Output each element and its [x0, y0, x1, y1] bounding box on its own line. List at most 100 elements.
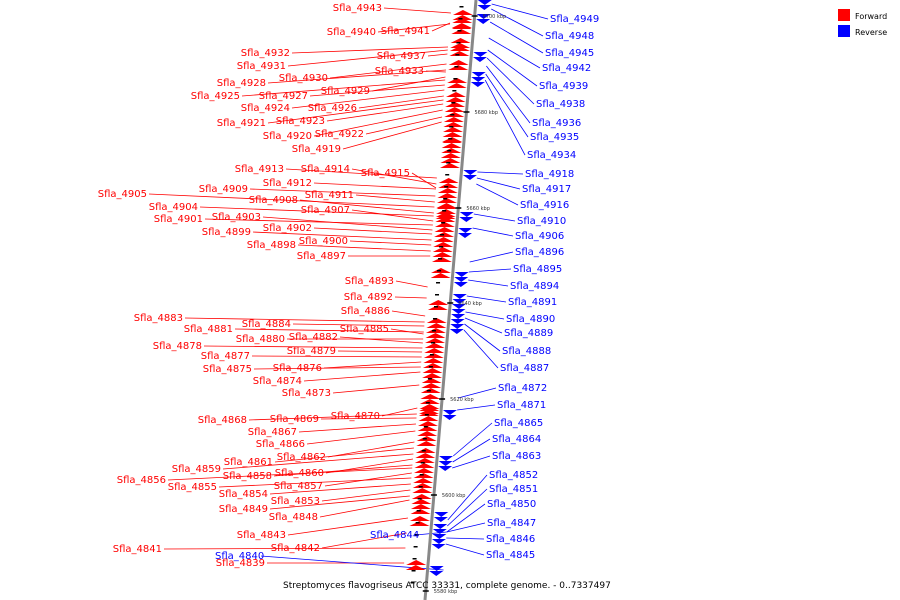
- forward-leader-line: [358, 95, 444, 109]
- reverse-leader-line: [468, 279, 509, 287]
- forward-gene-label: Sfla_4925: [191, 91, 240, 102]
- forward-gene-arrow: [412, 483, 433, 488]
- forward-leader-line: [291, 89, 445, 109]
- gene-boundary-mark: [420, 462, 425, 464]
- reverse-gene-label: Sfla_4916: [520, 200, 569, 211]
- forward-gene-arrow: [426, 323, 447, 328]
- gene-boundary-mark: [435, 294, 440, 296]
- forward-gene-label: Sfla_4937: [377, 51, 426, 62]
- reverse-gene-label: Sfla_4918: [525, 169, 574, 180]
- forward-leader-line: [342, 121, 442, 150]
- legend-label-reverse: Reverse: [855, 28, 887, 37]
- reverse-leader-line: [446, 522, 486, 533]
- forward-leader-line: [253, 366, 421, 370]
- reverse-leader-line: [446, 537, 485, 540]
- forward-gene-label: Sfla_4933: [375, 66, 424, 77]
- gene-boundary-mark: [438, 258, 443, 260]
- forward-gene-label: Sfla_4866: [256, 439, 305, 450]
- forward-gene-arrow: [417, 431, 438, 436]
- forward-gene-label: Sfla_4923: [276, 116, 325, 127]
- reverse-gene-label: Sfla_4896: [515, 247, 564, 258]
- reverse-gene-arrow: [470, 82, 485, 87]
- reverse-leader-line: [452, 422, 493, 457]
- forward-gene-arrow: [442, 138, 463, 143]
- reverse-gene-arrow: [451, 309, 466, 314]
- forward-gene-arrow: [420, 394, 441, 399]
- forward-leader-line: [222, 453, 414, 470]
- forward-gene-arrow: [419, 399, 440, 404]
- forward-gene-arrow: [430, 273, 451, 278]
- forward-leader-line: [274, 447, 414, 463]
- forward-leader-line: [320, 417, 417, 420]
- forward-gene-label: Sfla_4914: [301, 164, 350, 175]
- forward-gene-arrow: [423, 358, 444, 363]
- gene-boundary-mark: [421, 450, 426, 452]
- reverse-leader-line: [446, 503, 486, 533]
- forward-gene-arrow: [422, 363, 443, 368]
- reverse-gene-arrow: [471, 77, 486, 82]
- legend-swatch-forward: [838, 9, 850, 21]
- forward-leader-line: [411, 172, 437, 189]
- gene-boundary-mark: [446, 162, 451, 164]
- forward-leader-line: [167, 467, 413, 481]
- forward-gene-arrow: [424, 348, 445, 353]
- scale-tick-label: 5620 kbp: [450, 397, 474, 403]
- forward-gene-label: Sfla_4913: [235, 164, 284, 175]
- forward-gene-arrow: [428, 300, 449, 305]
- gene-boundary-mark: [458, 18, 463, 20]
- forward-gene-label: Sfla_4874: [253, 376, 302, 387]
- gene-boundary-mark: [425, 402, 430, 404]
- forward-leader-line: [298, 423, 416, 433]
- forward-leader-line: [332, 384, 420, 394]
- reverse-leader-line: [486, 57, 535, 105]
- forward-gene-arrow: [443, 117, 464, 122]
- reverse-gene-label: Sfla_4938: [536, 99, 585, 110]
- forward-gene-label: Sfla_4941: [381, 26, 430, 37]
- forward-leader-line: [262, 216, 433, 231]
- forward-gene-arrow: [443, 122, 464, 127]
- reverse-gene-arrow: [438, 461, 453, 466]
- forward-gene-label: Sfla_4903: [212, 212, 261, 223]
- forward-leader-line: [251, 355, 422, 358]
- forward-gene-arrow: [425, 333, 446, 338]
- forward-gene-label: Sfla_4849: [219, 504, 268, 515]
- forward-gene-label: Sfla_4919: [292, 144, 341, 155]
- reverse-gene-arrow: [450, 324, 465, 329]
- forward-gene-label: Sfla_4859: [172, 464, 221, 475]
- reverse-gene-label: Sfla_4948: [545, 31, 594, 42]
- reverse-gene-arrow: [442, 415, 457, 420]
- forward-gene-label: Sfla_4929: [321, 86, 370, 97]
- reverse-leader-line: [473, 213, 516, 222]
- forward-gene-arrow: [433, 237, 454, 242]
- forward-leader-line: [269, 495, 410, 510]
- forward-gene-labels: Sfla_4943 Sfla_4940 Sfla_4941 Sfla_4937 Sfla…: [98, 3, 430, 569]
- forward-leader-line: [218, 477, 412, 488]
- forward-leader-line: [321, 532, 407, 549]
- reverse-gene-arrow: [442, 410, 457, 415]
- gene-boundary-mark: [444, 186, 449, 188]
- reverse-gene-arrow: [454, 277, 469, 282]
- forward-gene-arrow: [437, 188, 458, 193]
- gene-boundary-mark: [439, 246, 444, 248]
- forward-gene-label: Sfla_4901: [154, 214, 203, 225]
- gene-boundary-mark: [445, 174, 450, 176]
- gene-boundary-mark: [416, 510, 421, 512]
- gene-boundary-mark: [459, 6, 464, 8]
- reverse-leader-line: [476, 183, 519, 206]
- forward-gene-label: Sfla_4867: [248, 427, 297, 438]
- gene-boundary-mark: [428, 366, 433, 368]
- gene-boundary-mark: [451, 102, 456, 104]
- forward-gene-label: Sfla_4856: [117, 475, 166, 486]
- reverse-leader-line: [464, 317, 503, 334]
- gene-boundary-mark: [447, 150, 452, 152]
- reverse-leader-line: [445, 543, 485, 556]
- reverse-gene-arrow: [472, 57, 487, 62]
- scale-ticks: 5700 kbp 5680 kbp 5660 kbp 5640 kbp 5620 kbp…: [410, 6, 506, 595]
- reverse-gene-arrow: [429, 566, 444, 571]
- reverse-gene-label: Sfla_4887: [500, 363, 549, 374]
- gene-boundary-mark: [412, 558, 417, 560]
- forward-leader-line: [391, 310, 426, 317]
- forward-leader-line: [299, 199, 434, 214]
- forward-gene-label: Sfla_4883: [134, 313, 183, 324]
- forward-gene-arrow: [439, 163, 460, 168]
